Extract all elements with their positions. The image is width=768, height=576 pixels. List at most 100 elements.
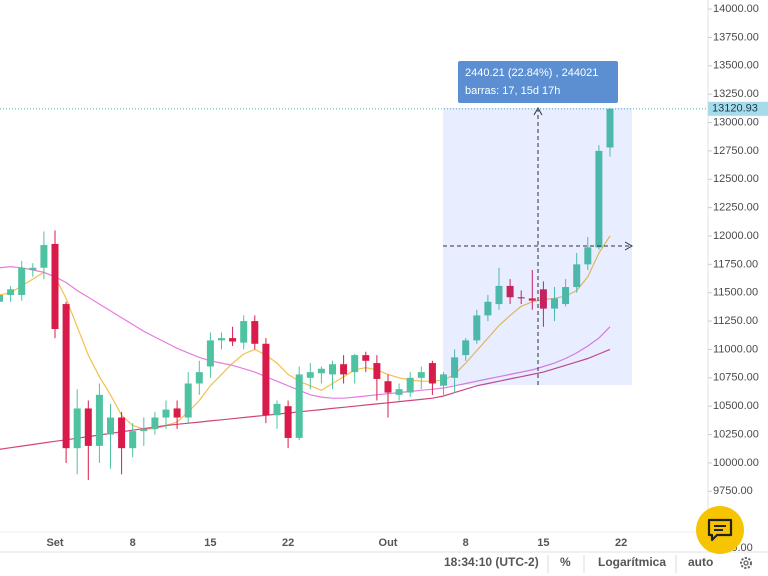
settings-icon[interactable] <box>740 557 752 569</box>
x-tick-label: Set <box>46 537 63 549</box>
candle-body <box>273 403 281 416</box>
candle-body <box>584 247 592 265</box>
y-tick-label: 12500.00 <box>713 173 759 185</box>
y-tick-label: 9750.00 <box>713 485 753 497</box>
candle-body <box>262 343 270 416</box>
y-tick-label: 11250.00 <box>713 315 758 327</box>
candle-body <box>173 408 181 418</box>
candle-body <box>206 340 214 367</box>
y-tick-label: 11000.00 <box>713 343 758 355</box>
last-price-label: 13120.93 <box>712 103 758 115</box>
candle-body <box>406 377 414 393</box>
candle-body <box>18 267 26 295</box>
tooltip-box <box>458 61 618 103</box>
candle-body <box>95 394 103 446</box>
candle-body <box>295 374 303 438</box>
x-tick-label: 15 <box>204 537 216 549</box>
candle-body <box>551 298 558 309</box>
y-tick-label: 12250.00 <box>713 202 759 214</box>
candle-body <box>306 372 314 378</box>
candle-body <box>506 285 514 298</box>
candle-body <box>218 338 225 341</box>
candle-body <box>595 150 603 248</box>
chat-button[interactable] <box>696 506 744 554</box>
candle-body <box>606 108 614 148</box>
y-tick-label: 11500.00 <box>713 287 758 299</box>
tooltip-line: barras: 17, 15d 17h <box>465 85 560 97</box>
y-tick-label: 13250.00 <box>713 88 759 100</box>
candle-body <box>40 245 48 268</box>
moving-average <box>0 235 611 430</box>
candle-body <box>539 289 547 309</box>
x-tick-label: 22 <box>615 537 627 549</box>
measure-arrow <box>624 241 634 251</box>
x-tick-label: Out <box>379 537 398 549</box>
y-tick-label: 10750.00 <box>713 372 759 384</box>
candle-body <box>184 383 192 418</box>
candle-body <box>129 431 137 449</box>
candle-body <box>462 340 470 356</box>
candle-body <box>473 315 481 341</box>
candle-body <box>162 409 170 418</box>
y-tick-label: 14000.00 <box>713 3 759 15</box>
y-tick-label: 11750.00 <box>713 258 758 270</box>
axes: 9250.009750.0010000.0010250.0010500.0010… <box>46 3 768 554</box>
candle-body <box>417 372 425 378</box>
candle-body <box>7 289 15 295</box>
candle-body <box>195 372 203 384</box>
candle-body <box>229 338 237 342</box>
y-tick-label: 10500.00 <box>713 400 759 412</box>
x-tick-label: 22 <box>282 537 294 549</box>
candle-body <box>384 381 392 393</box>
candle-body <box>118 417 126 449</box>
candle-body <box>140 428 148 432</box>
plot-area <box>0 107 708 480</box>
x-tick-label: 8 <box>463 537 469 549</box>
y-tick-label: 12750.00 <box>713 145 759 157</box>
y-tick-label: 13000.00 <box>713 116 759 128</box>
candle-body <box>440 374 447 386</box>
candle-body <box>107 417 114 435</box>
x-tick-label: 15 <box>537 537 549 549</box>
candle-body <box>284 406 292 438</box>
candle-body <box>151 417 159 429</box>
toolbar-percent[interactable]: % <box>560 555 571 569</box>
moving-average <box>0 265 611 399</box>
candle-body <box>484 301 492 316</box>
y-tick-label: 12000.00 <box>713 230 759 242</box>
y-tick-label: 10250.00 <box>713 428 759 440</box>
candle-body <box>362 355 370 361</box>
candle-body <box>29 267 37 271</box>
candle-body <box>428 363 436 384</box>
candle-body <box>251 321 259 344</box>
candle-body <box>329 364 336 375</box>
candle-body <box>84 408 92 446</box>
toolbar-time: 18:34:10 (UTC-2) <box>444 555 539 569</box>
candle-body <box>51 243 59 330</box>
x-tick-label: 8 <box>130 537 136 549</box>
candle-body <box>73 408 81 449</box>
y-tick-label: 13750.00 <box>713 31 759 43</box>
candle-body <box>340 364 348 375</box>
measure-arrow <box>533 106 543 116</box>
toolbar-auto[interactable]: auto <box>688 555 713 569</box>
candle-body <box>573 264 581 288</box>
tooltip-line: 2440.21 (22.84%) , 244021 <box>465 67 598 79</box>
toolbar-log[interactable]: Logarítmica <box>598 555 666 569</box>
candle-body <box>240 321 248 343</box>
candle-body <box>62 304 70 449</box>
candle-body <box>528 298 536 301</box>
candle-body <box>451 357 459 378</box>
candle-body <box>562 287 570 305</box>
candle-body <box>517 297 525 299</box>
candle-body <box>0 294 3 302</box>
candle-body <box>317 368 325 374</box>
last-price-box <box>708 101 768 116</box>
candle-body <box>373 363 381 379</box>
y-tick-label: 13500.00 <box>713 60 759 72</box>
candle-body <box>351 355 359 373</box>
candle-body <box>495 285 503 305</box>
y-tick-label: 10000.00 <box>713 457 759 469</box>
